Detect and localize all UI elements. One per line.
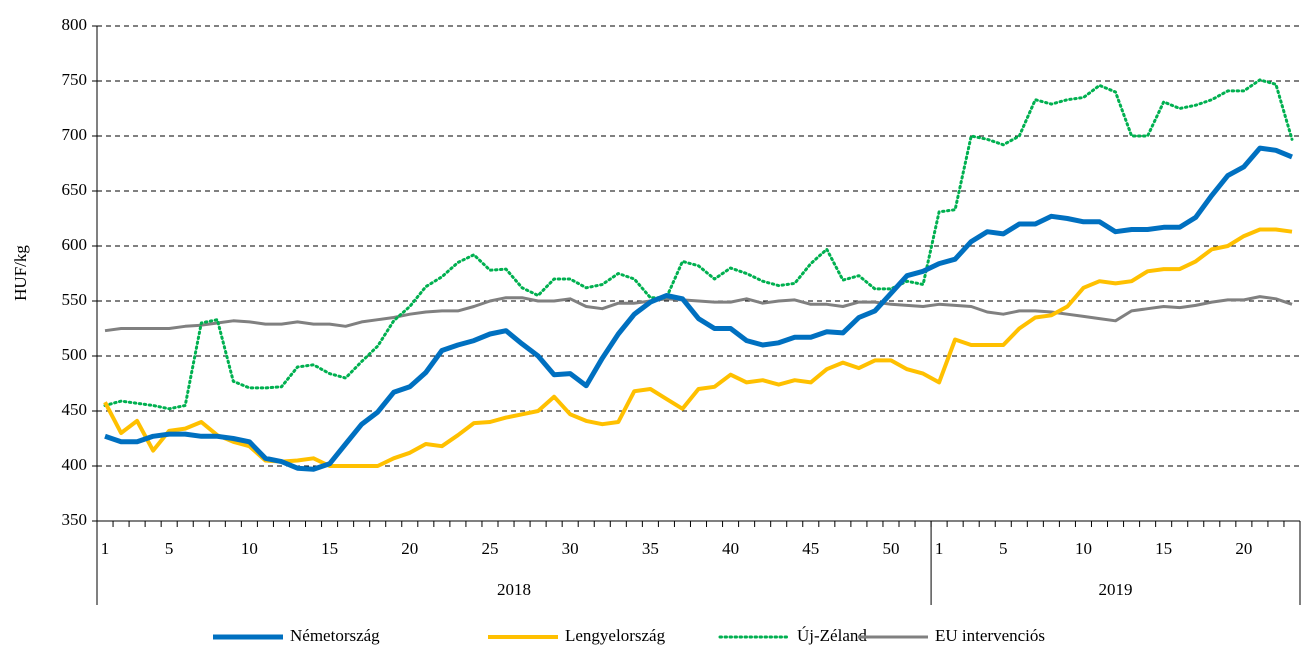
y-tick-label: 450 (62, 400, 88, 419)
group-label: 2018 (497, 580, 531, 599)
x-tick-label: 45 (802, 539, 819, 558)
x-tick-label: 35 (642, 539, 659, 558)
x-tick-label: 50 (882, 539, 899, 558)
x-tick-label: 15 (1155, 539, 1172, 558)
y-axis-label: HUF/kg (11, 245, 30, 301)
x-tick-label: 1 (935, 539, 944, 558)
x-tick-label: 15 (321, 539, 338, 558)
series-line (103, 78, 1294, 411)
group-label: 2019 (1099, 580, 1133, 599)
y-tick-label: 350 (62, 510, 88, 529)
x-tick-label: 40 (722, 539, 739, 558)
legend-label: EU intervenciós (935, 626, 1045, 645)
y-tick-label: 500 (62, 345, 88, 364)
x-tick-label: 5 (165, 539, 174, 558)
legend-label: Új-Zéland (797, 626, 867, 645)
y-tick-label: 750 (62, 70, 88, 89)
y-tick-label: 600 (62, 235, 88, 254)
y-tick-label: 700 (62, 125, 88, 144)
x-tick-label: 10 (1075, 539, 1092, 558)
x-tick-label: 10 (241, 539, 258, 558)
y-tick-label: 550 (62, 290, 88, 309)
series-line (104, 295, 1293, 333)
y-tick-label: 400 (62, 455, 88, 474)
x-tick-label: 1 (101, 539, 110, 558)
x-tick-label: 20 (1235, 539, 1252, 558)
series-line (104, 145, 1293, 472)
legend-label: Lengyelország (565, 626, 666, 645)
x-tick-label: 25 (481, 539, 498, 558)
legend-label: Németország (290, 626, 380, 645)
series-line (103, 227, 1293, 468)
y-tick-label: 800 (62, 15, 88, 34)
x-tick-label: 5 (999, 539, 1008, 558)
y-tick-label: 650 (62, 180, 88, 199)
x-tick-label: 30 (562, 539, 579, 558)
x-tick-label: 20 (401, 539, 418, 558)
